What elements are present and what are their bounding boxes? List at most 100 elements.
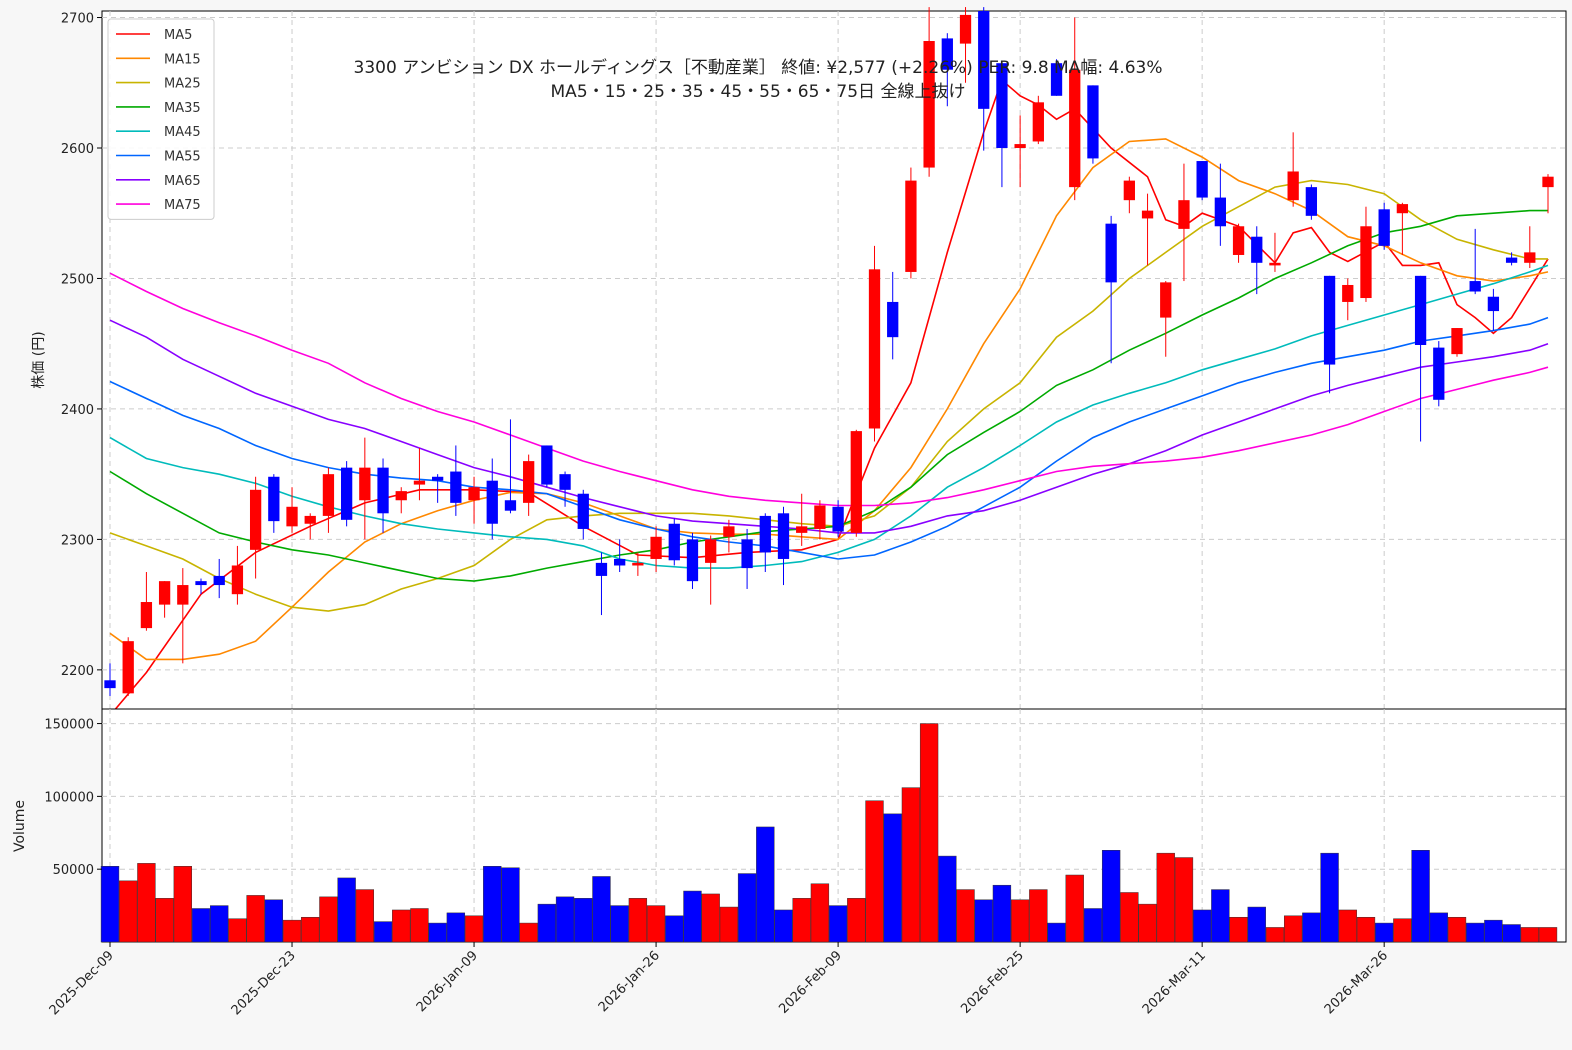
candle [686, 532, 699, 589]
price-panel [101, 10, 1567, 710]
candle-body [1196, 161, 1208, 198]
candle [850, 429, 862, 537]
candle-body [668, 523, 680, 561]
candle [705, 535, 717, 605]
volume-bar [410, 908, 429, 943]
candle-body [286, 506, 298, 527]
volume-bar [774, 909, 793, 943]
volume-bar [1211, 889, 1230, 943]
price-y-axis-label: 株価 (円) [31, 331, 47, 388]
candle [595, 552, 608, 616]
candle [1469, 228, 1481, 295]
candle-body [1487, 296, 1500, 312]
candle-body [1123, 180, 1135, 201]
candle-body [468, 487, 480, 501]
candle [432, 474, 444, 503]
volume-bar [1156, 852, 1175, 943]
candle [122, 637, 134, 696]
candle-body [1342, 284, 1354, 302]
candle [777, 506, 790, 586]
legend-label: MA75 [164, 198, 201, 213]
volume-bar [319, 896, 338, 943]
candle [1487, 288, 1500, 331]
legend: MA5 MA15 MA25 MA35 MA45 MA55 MA65 MA75 [107, 18, 215, 220]
volume-bar [665, 915, 684, 943]
legend-label: MA25 [164, 77, 201, 92]
candle-body [195, 581, 207, 586]
candle-body [1360, 226, 1372, 299]
candle-body [1032, 102, 1044, 142]
candle [978, 7, 990, 151]
volume-bar [428, 922, 447, 943]
candle-body [1524, 252, 1536, 263]
candle [377, 458, 389, 533]
candle [741, 528, 753, 589]
candle-body [486, 480, 498, 524]
candle-body [1287, 171, 1299, 201]
candle-body [796, 526, 808, 533]
candle [959, 7, 972, 83]
candle-body [832, 506, 844, 532]
ma-line-ma5 [109, 78, 1549, 717]
ma-line-ma55 [109, 316, 1549, 560]
candle-body [996, 63, 1008, 148]
volume-bar [1320, 852, 1339, 943]
candle [177, 568, 189, 664]
legend-label: MA15 [164, 52, 201, 67]
candle-body [1396, 204, 1409, 214]
candle [268, 474, 280, 533]
volume-bar [355, 889, 375, 943]
candle-body [140, 602, 153, 629]
candle [1232, 223, 1245, 263]
candle [887, 271, 899, 360]
candle [559, 471, 571, 507]
candle [923, 7, 935, 177]
candle [868, 245, 881, 442]
candle [104, 663, 116, 696]
ma-line-ma15 [109, 138, 1549, 661]
volume-bar [537, 903, 557, 943]
candle-body [1505, 257, 1518, 263]
volume-bar [301, 916, 320, 943]
candle-body [450, 471, 462, 503]
volume-bar [464, 915, 484, 943]
candle-body [1378, 209, 1390, 246]
volume-bar [938, 855, 957, 943]
candle [195, 578, 207, 595]
candle [614, 539, 626, 573]
volume-bar [1120, 892, 1139, 943]
volume-tick-label: 50000 [53, 863, 94, 878]
candle-body [1269, 262, 1281, 266]
volume-bar [1174, 857, 1194, 943]
volume-bar [1447, 916, 1467, 943]
volume-bar [683, 890, 702, 943]
candle-body [104, 680, 116, 689]
candle [759, 513, 771, 573]
volume-grid [102, 709, 1566, 942]
candle [1323, 275, 1336, 394]
volume-bar [555, 896, 575, 943]
candle [249, 476, 262, 579]
price-y-ticks: 2200 2300 2400 2500 2600 2700 [61, 12, 102, 679]
volume-bar [1502, 924, 1521, 943]
candle-body [1542, 176, 1554, 188]
candle-body [741, 539, 753, 569]
candle [1087, 85, 1099, 164]
ma-line-ma45 [109, 264, 1549, 569]
candle-body [777, 513, 790, 559]
price-tick-label: 2400 [61, 403, 94, 418]
volume-y-axis-label: Volume [12, 800, 28, 852]
volume-bar [1083, 908, 1103, 943]
candle-body [177, 585, 189, 605]
candle [650, 526, 662, 573]
volume-bar [1484, 919, 1503, 943]
volume-bar [119, 880, 138, 943]
volume-bar [737, 873, 757, 943]
candle-body [304, 515, 316, 524]
legend-label: MA45 [164, 125, 201, 140]
candle [1105, 215, 1117, 364]
volume-bar [228, 918, 247, 943]
candle [1433, 341, 1445, 407]
candle [1214, 163, 1226, 246]
candle [359, 437, 371, 540]
